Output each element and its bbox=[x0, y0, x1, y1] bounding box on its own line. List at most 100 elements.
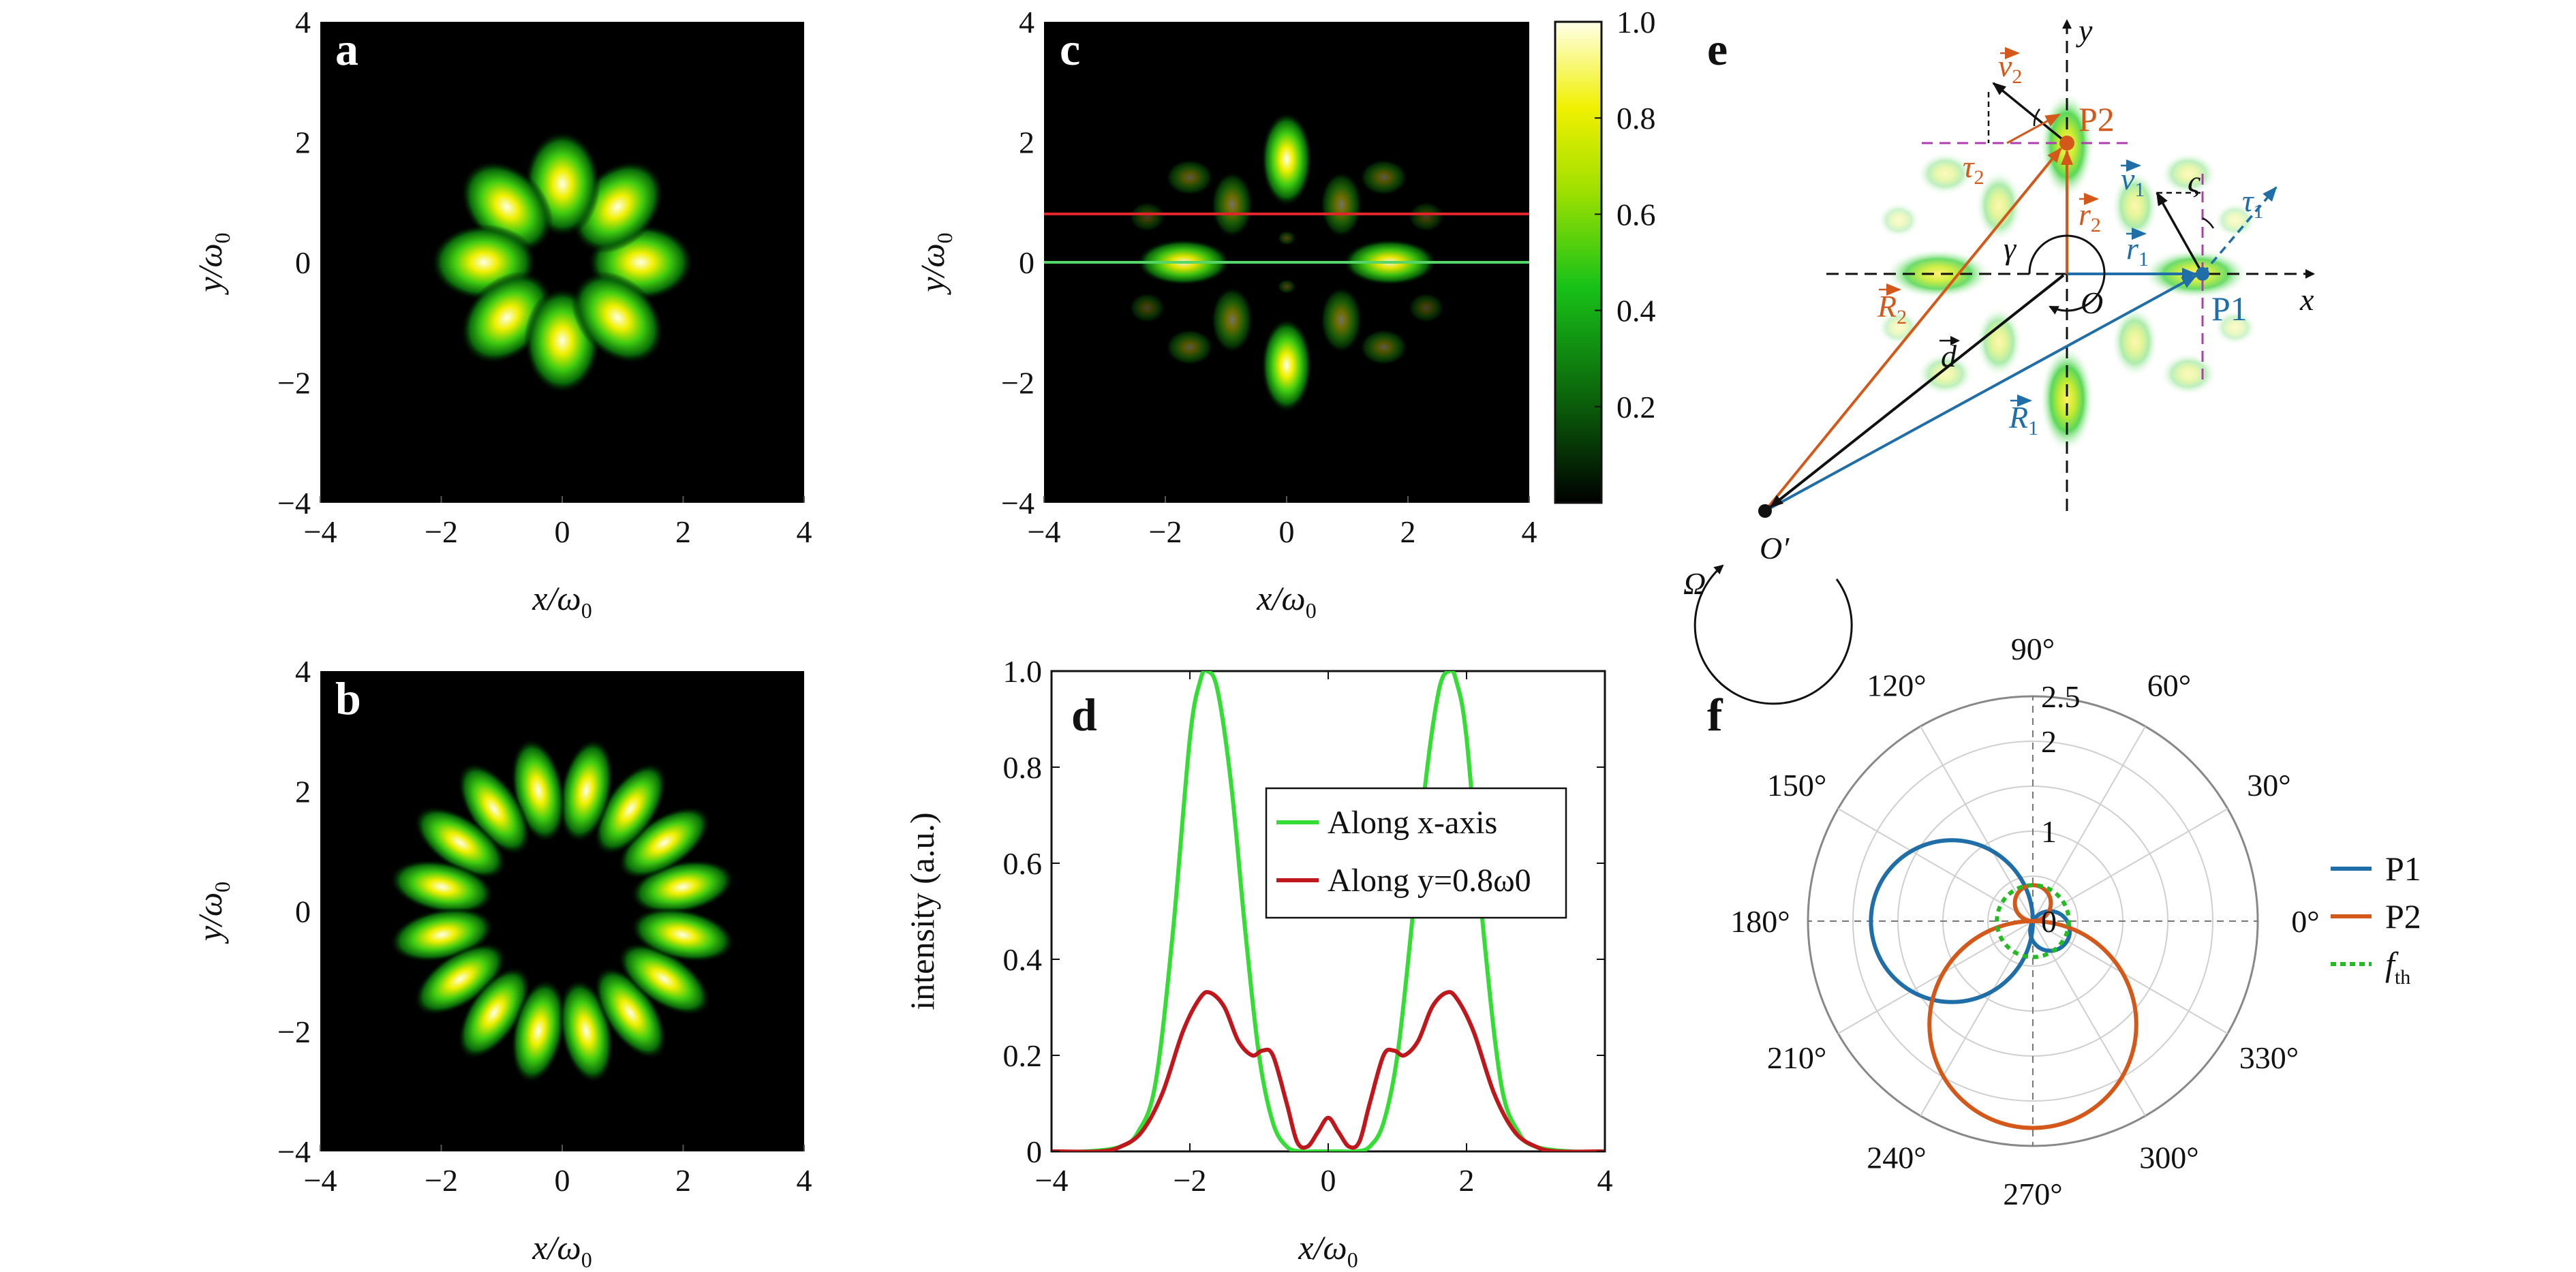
y-tick-label: 0 bbox=[1019, 245, 1034, 280]
heatmap-c-lobes bbox=[1129, 112, 1445, 413]
polar-angle-label: 30° bbox=[2247, 768, 2290, 803]
vector-v1 bbox=[2156, 191, 2204, 275]
x-tick-label: 4 bbox=[1597, 1163, 1613, 1198]
intensity-lobe bbox=[594, 966, 667, 1059]
svg-text:τ2: τ2 bbox=[1963, 149, 1984, 189]
rotation-arc-omega bbox=[1693, 564, 1853, 705]
x-axis-label: x/ω0 bbox=[532, 579, 592, 623]
x-tick-label: 0 bbox=[1279, 514, 1295, 549]
panel-b: b −4 −2 0 2 4 4 2 0 −2 −4 x/ω0 y/ω0 bbox=[191, 654, 812, 1272]
y-axis-label-sub: 0 bbox=[210, 232, 234, 243]
label-R2: R2 bbox=[1877, 283, 1907, 328]
intensity-lobe bbox=[1975, 306, 2023, 378]
y-axis-label: y/ω0 bbox=[191, 882, 234, 944]
vector-tau1 bbox=[2201, 186, 2278, 275]
polar-grid-spoke bbox=[1837, 808, 2034, 922]
intensity-lobe bbox=[1877, 309, 1920, 345]
x-tick-label: −2 bbox=[425, 1163, 458, 1198]
vector-v2 bbox=[1992, 82, 2068, 144]
polar-grid-spoke bbox=[2032, 808, 2228, 922]
vector-R1 bbox=[1764, 275, 2197, 512]
intensity-lobe bbox=[1408, 202, 1445, 232]
y-tick-label: −2 bbox=[1001, 366, 1034, 401]
intensity-lobe bbox=[1408, 292, 1445, 323]
x-tick-label: 2 bbox=[1400, 514, 1416, 549]
x-axis-label: x/ω0 bbox=[1298, 1228, 1358, 1272]
svg-text:R2: R2 bbox=[1877, 289, 1907, 328]
legend-label-fth: fth bbox=[2385, 945, 2410, 989]
intensity-lobe bbox=[630, 907, 735, 963]
intensity-lobe bbox=[1877, 202, 1920, 238]
label-O: O bbox=[2081, 285, 2103, 320]
polar-angle-label: 180° bbox=[1730, 904, 1790, 939]
intensity-lobe bbox=[1319, 171, 1363, 238]
panel-f: 0° 30° 60° 90° 120° 150° 180° 210° 240° 270° 300° 3… bbox=[1707, 632, 2421, 1211]
intensity-lobe bbox=[457, 762, 531, 856]
polar-angle-label: 90° bbox=[2011, 632, 2055, 666]
intensity-lobe bbox=[1210, 171, 1254, 238]
label-v1: v1 bbox=[2121, 159, 2145, 201]
x-tick-label: 4 bbox=[1522, 514, 1537, 549]
y-tick-label: 0.6 bbox=[1003, 846, 1043, 881]
colorbar-tick-label: 0.8 bbox=[1616, 101, 1656, 136]
polar-radius-label: 2.5 bbox=[2041, 679, 2081, 714]
line-chart-legend: Along x-axis Along y=0.8ω0 bbox=[1265, 787, 1567, 919]
polar-angle-label: 150° bbox=[1767, 768, 1826, 803]
x-tick-label: 2 bbox=[675, 514, 691, 549]
intensity-lobe bbox=[1916, 152, 1974, 196]
y-tick-label: 2 bbox=[295, 125, 311, 160]
polar-grid-spoke bbox=[1920, 920, 2034, 1117]
colorbar-tick-label: 0.6 bbox=[1616, 197, 1656, 232]
intensity-lobe bbox=[1319, 286, 1363, 354]
x-tick-label: −2 bbox=[1149, 514, 1182, 549]
colorbar-ticks: 1.0 0.8 0.6 0.4 0.2 bbox=[1595, 5, 1656, 424]
polar-grid-spoke bbox=[2032, 920, 2146, 1117]
intensity-lobe bbox=[389, 859, 495, 915]
intensity-lobe bbox=[2213, 202, 2257, 238]
y-tick-label: −4 bbox=[1001, 486, 1034, 521]
intensity-lobe bbox=[1359, 328, 1408, 366]
point-P1 bbox=[2196, 267, 2209, 281]
polar-angle-label: 300° bbox=[2139, 1140, 2198, 1175]
x-axis-label: x/ω0 bbox=[1256, 579, 1316, 623]
label-O-prime: O′ bbox=[1760, 531, 1790, 565]
intensity-lobe bbox=[594, 762, 667, 856]
legend-label-P2: P2 bbox=[2385, 897, 2421, 935]
polar-grid-spoke bbox=[2032, 920, 2228, 1034]
panel-c: c −4 −2 0 2 4 4 2 0 −2 −4 x/ω0 y/ω0 1.0 0.8 0.6 0.4 0.2 bbox=[913, 5, 1656, 623]
vector-R2 bbox=[1764, 147, 2062, 512]
vector-d bbox=[1769, 274, 2065, 508]
panel-e-label: e bbox=[1707, 23, 1728, 75]
panel-a-label: a bbox=[335, 23, 358, 75]
intensity-lobe bbox=[1165, 328, 1214, 366]
intensity-lobe bbox=[617, 806, 711, 880]
legend-label-along-x: Along x-axis bbox=[1328, 805, 1497, 841]
label-tau2: τ2 bbox=[1963, 149, 1984, 189]
label-r2: r2 bbox=[2079, 193, 2101, 236]
intensity-lobe bbox=[2213, 309, 2257, 345]
polar-angle-label: 120° bbox=[1867, 668, 1926, 703]
polar-grid-spoke bbox=[1920, 726, 2034, 922]
panel-b-label: b bbox=[335, 672, 361, 724]
intensity-lobe bbox=[2040, 345, 2094, 453]
y-tick-label: 2 bbox=[295, 774, 311, 809]
intensity-lobe bbox=[414, 806, 507, 880]
x-tick-label: 0 bbox=[555, 514, 570, 549]
panel-d-label: d bbox=[1071, 689, 1097, 741]
point-P2 bbox=[2059, 136, 2074, 151]
heatmap-b-lobes bbox=[389, 738, 735, 1084]
colorbar bbox=[1554, 20, 1603, 504]
y-tick-label: 1.0 bbox=[1003, 654, 1043, 689]
heatmap-b-background bbox=[320, 671, 804, 1151]
x-tick-label: 0 bbox=[555, 1163, 570, 1198]
y-tick-label: 0 bbox=[295, 895, 311, 929]
angle-arc-gamma bbox=[2028, 234, 2106, 315]
polar-radius-label: 2 bbox=[2041, 724, 2057, 759]
svg-text:v2: v2 bbox=[1998, 48, 2022, 88]
diagram-x-label: x bbox=[2299, 282, 2314, 317]
y-tick-label: 0.2 bbox=[1003, 1038, 1043, 1073]
polar-curves bbox=[1869, 838, 2138, 1130]
panel-e: e y x P2 P1 O O′ bbox=[1683, 13, 2315, 705]
intensity-lobe bbox=[1277, 230, 1296, 246]
x-tick-label: −4 bbox=[304, 1163, 337, 1198]
